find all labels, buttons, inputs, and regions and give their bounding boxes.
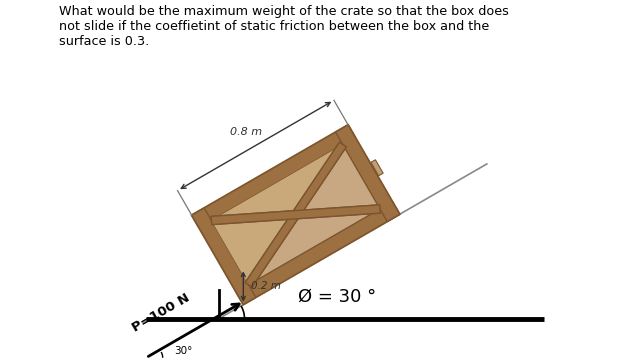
Polygon shape — [211, 205, 380, 225]
Polygon shape — [211, 205, 380, 225]
Text: 0.2 m: 0.2 m — [251, 281, 281, 292]
Text: 0.8 m: 0.8 m — [230, 127, 262, 137]
Polygon shape — [236, 202, 399, 305]
Polygon shape — [245, 142, 346, 287]
Polygon shape — [245, 142, 346, 287]
Polygon shape — [212, 145, 343, 221]
Text: Ø = 30 °: Ø = 30 ° — [298, 288, 377, 306]
Polygon shape — [191, 208, 256, 305]
Polygon shape — [336, 125, 399, 221]
Polygon shape — [191, 125, 355, 228]
Text: P=100 N: P=100 N — [130, 292, 192, 335]
Text: 30°: 30° — [174, 346, 193, 356]
Text: What would be the maximum weight of the crate so that the box does
not slide if : What would be the maximum weight of the … — [59, 5, 509, 48]
Polygon shape — [191, 125, 399, 305]
Polygon shape — [212, 215, 296, 285]
Polygon shape — [371, 160, 383, 176]
